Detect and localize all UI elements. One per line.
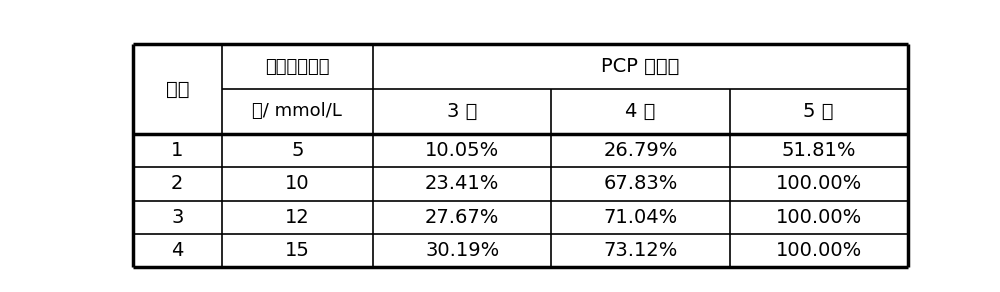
Text: 5 天: 5 天 bbox=[803, 102, 834, 121]
Text: 51.81%: 51.81% bbox=[781, 141, 856, 160]
Text: 23.41%: 23.41% bbox=[425, 174, 499, 193]
Text: 27.67%: 27.67% bbox=[425, 208, 499, 227]
Text: 100.00%: 100.00% bbox=[776, 208, 862, 227]
Text: 1: 1 bbox=[171, 141, 184, 160]
Text: 30.19%: 30.19% bbox=[425, 241, 499, 260]
Text: 100.00%: 100.00% bbox=[776, 174, 862, 193]
Text: 4 天: 4 天 bbox=[625, 102, 656, 121]
Text: 67.83%: 67.83% bbox=[603, 174, 678, 193]
Text: 量/ mmol/L: 量/ mmol/L bbox=[252, 102, 342, 121]
Text: 71.04%: 71.04% bbox=[603, 208, 678, 227]
Text: PCP 降解率: PCP 降解率 bbox=[601, 57, 680, 76]
Text: 5: 5 bbox=[291, 141, 304, 160]
Text: 12: 12 bbox=[285, 208, 310, 227]
Text: 4: 4 bbox=[171, 241, 184, 260]
Text: 2: 2 bbox=[171, 174, 184, 193]
Text: 10.05%: 10.05% bbox=[425, 141, 499, 160]
Text: 柠檬酸钠施加: 柠檬酸钠施加 bbox=[265, 58, 330, 76]
Text: 15: 15 bbox=[285, 241, 310, 260]
Text: 26.79%: 26.79% bbox=[603, 141, 678, 160]
Text: 100.00%: 100.00% bbox=[776, 241, 862, 260]
Text: 3 天: 3 天 bbox=[447, 102, 477, 121]
Text: 序号: 序号 bbox=[166, 79, 189, 98]
Text: 10: 10 bbox=[285, 174, 310, 193]
Text: 3: 3 bbox=[171, 208, 184, 227]
Text: 73.12%: 73.12% bbox=[603, 241, 678, 260]
